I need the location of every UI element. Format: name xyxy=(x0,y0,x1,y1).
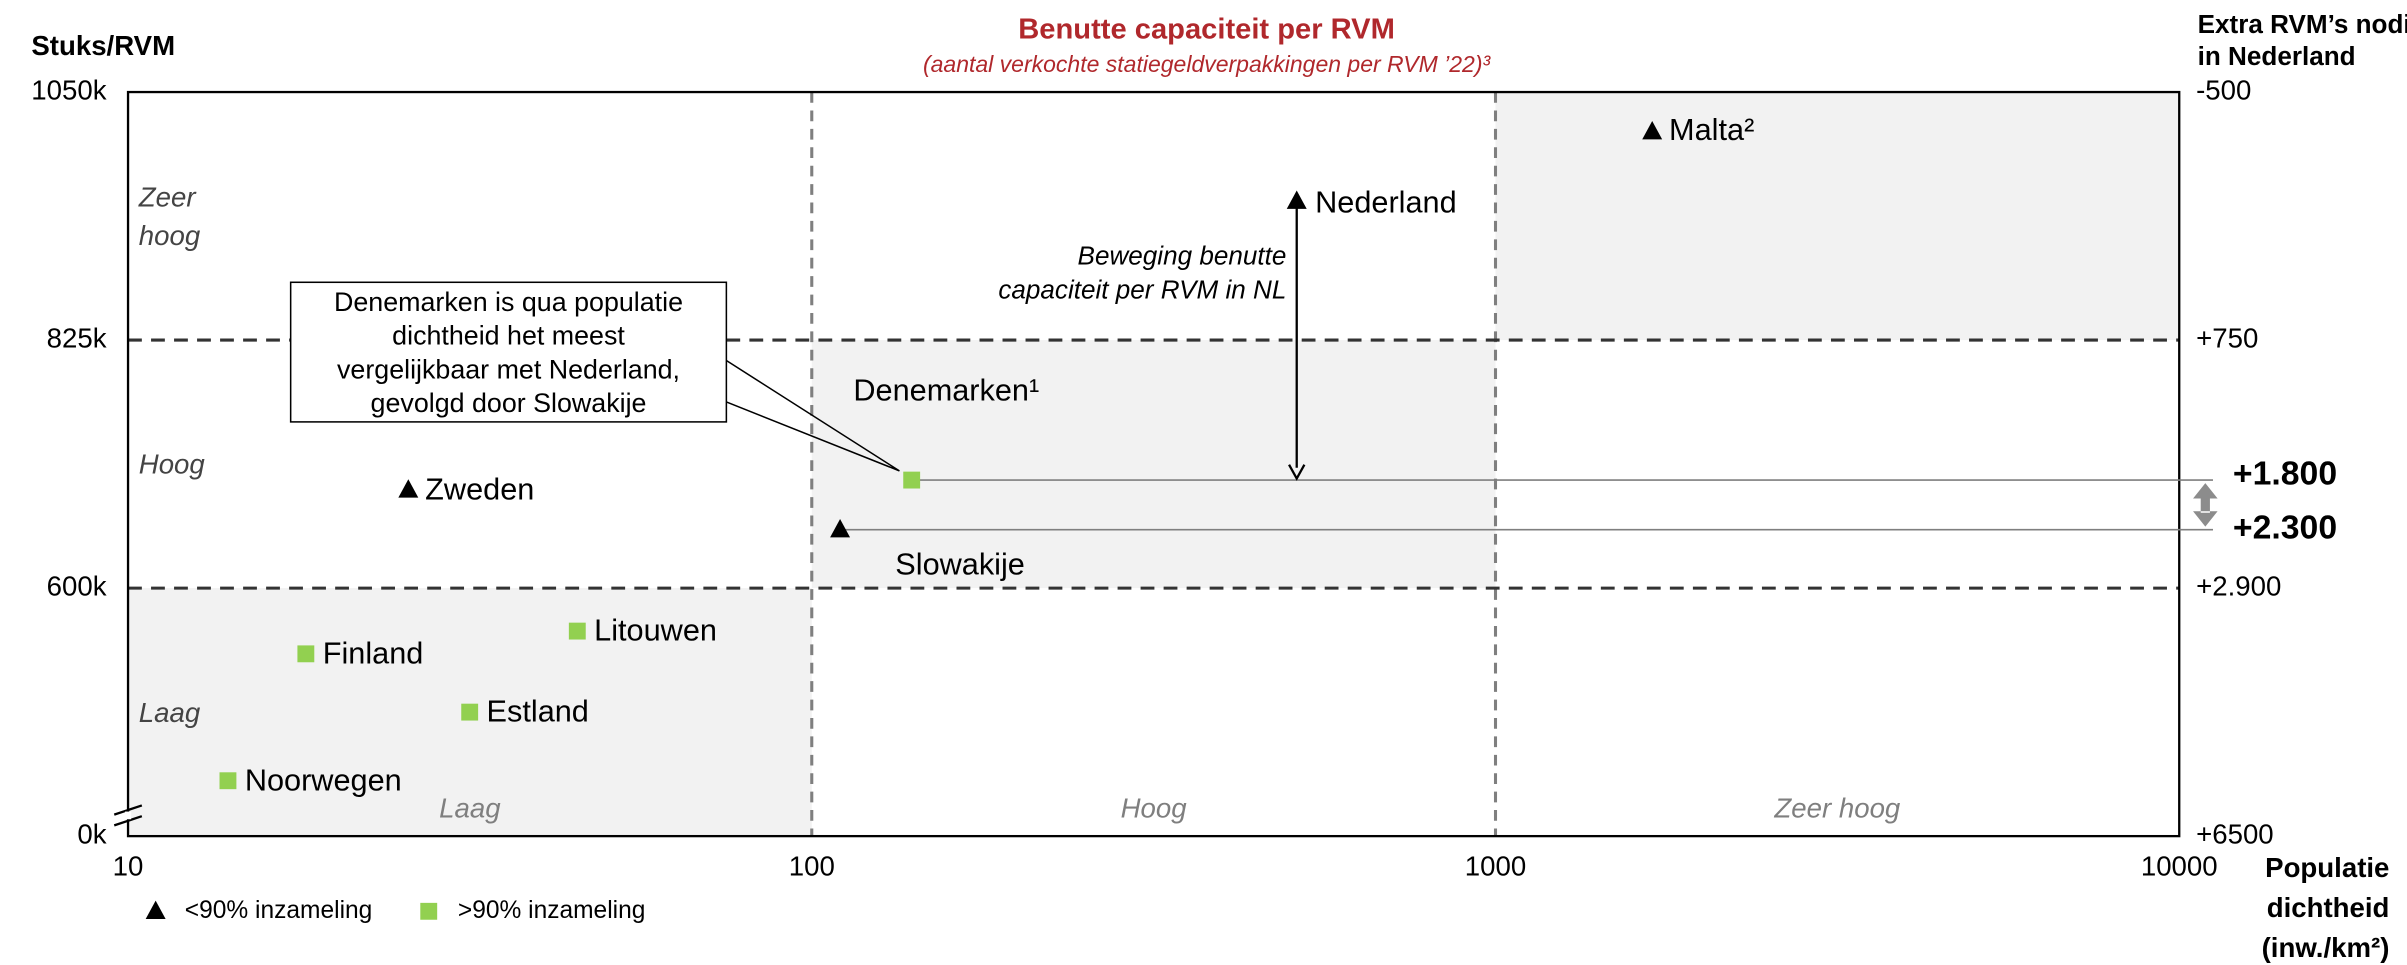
callout-text: vergelijkbaar met Nederland, xyxy=(337,354,680,384)
point xyxy=(398,479,419,498)
point xyxy=(1642,120,1663,140)
y-region-label: Hoog xyxy=(139,449,206,480)
callout-text: gevolgd door Slowakije xyxy=(371,388,647,418)
point-label: Noorwegen xyxy=(245,762,402,797)
point xyxy=(568,622,586,640)
x-axis-label: (inw./km²) xyxy=(2262,932,2390,963)
delta-label: +1.800 xyxy=(2233,454,2337,492)
point xyxy=(461,703,479,721)
point xyxy=(903,471,921,489)
y2-tick-label: -500 xyxy=(2196,74,2251,105)
x-tick-label: 1000 xyxy=(1465,851,1526,882)
arrow-label: capaciteit per RVM in NL xyxy=(998,274,1286,304)
callout-pointer xyxy=(725,359,900,472)
y-tick-label: 0k xyxy=(77,818,106,849)
legend-label: <90% inzameling xyxy=(185,897,373,924)
legend-marker xyxy=(145,900,166,919)
y2-axis-label: in Nederland xyxy=(2198,41,2356,71)
callout-text: Denemarken is qua populatie xyxy=(334,287,683,317)
x-tick-label: 10 xyxy=(113,851,144,882)
shaded-region xyxy=(811,340,1496,589)
shaded-region xyxy=(1495,92,2180,341)
delta-label: +2.300 xyxy=(2233,509,2337,547)
x-tick-label: 100 xyxy=(789,851,835,882)
chart-subtitle: (aantal verkochte statiegeldverpakkingen… xyxy=(923,51,1492,77)
y2-tick-label: +750 xyxy=(2196,322,2258,353)
x-region-label: Hoog xyxy=(1121,792,1188,823)
y-axis-label: Stuks/RVM xyxy=(31,30,175,61)
point xyxy=(830,518,851,538)
point xyxy=(1286,190,1307,209)
y-tick-label: 825k xyxy=(47,322,107,353)
y2-axis-label: Extra RVM’s nodig xyxy=(2198,9,2407,39)
plot-frame xyxy=(126,90,2181,838)
y-region-label: Laag xyxy=(139,697,201,728)
point-label: Denemarken¹ xyxy=(853,373,1039,408)
axis-break-gap xyxy=(124,811,132,820)
movement-arrow-head xyxy=(1288,464,1306,481)
x-region-label: Laag xyxy=(439,792,501,823)
legend-marker xyxy=(420,902,438,920)
point-label: Slowakije xyxy=(895,547,1025,582)
y2-tick-label: +6500 xyxy=(2196,818,2274,849)
callout-text: dichtheid het meest xyxy=(392,321,625,351)
y-tick-label: 1050k xyxy=(31,74,106,105)
y-region-label: Zeer hoog xyxy=(138,182,201,251)
callout-box xyxy=(289,281,728,423)
point-label: Finland xyxy=(323,635,424,670)
x-region-label: Zeer hoog xyxy=(1773,792,1901,823)
point-label: Nederland xyxy=(1315,184,1457,219)
axis-break xyxy=(113,804,143,827)
x-tick-label: 10000 xyxy=(2141,851,2218,882)
x-axis-label: Populatie xyxy=(2265,852,2389,883)
legend-label: >90% inzameling xyxy=(458,897,646,924)
point-label: Litouwen xyxy=(594,613,717,648)
chart-title: Benutte capaciteit per RVM xyxy=(1018,13,1395,45)
point xyxy=(219,772,237,790)
point-label: Malta² xyxy=(1669,112,1754,147)
x-axis-label: dichtheid xyxy=(2267,892,2390,923)
delta-arrow xyxy=(2193,483,2218,527)
point xyxy=(297,645,315,663)
point-label: Zweden xyxy=(425,472,534,507)
point-label: Estland xyxy=(487,694,589,729)
arrow-label: Beweging benutte xyxy=(1078,241,1287,271)
y2-tick-label: +2.900 xyxy=(2196,570,2281,601)
y-tick-label: 600k xyxy=(47,570,107,601)
